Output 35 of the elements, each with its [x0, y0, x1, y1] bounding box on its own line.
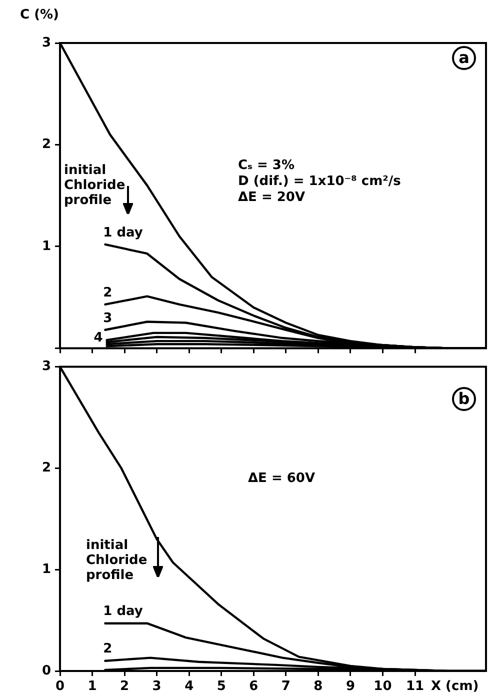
- x-tick-label: 8: [314, 679, 323, 694]
- x-tick-label: 11: [406, 679, 424, 694]
- annotation: D (dif.) = 1x10⁻⁸ cm²/s: [238, 174, 401, 189]
- annotation: initial Chloride profile: [64, 163, 126, 208]
- legend-label: 1 day: [103, 225, 144, 240]
- series-label: 1 day: [103, 604, 144, 620]
- x-tick-label: 1: [88, 679, 97, 694]
- x-axis-title: X (cm): [431, 678, 479, 694]
- x-tick-label: 5: [216, 679, 226, 694]
- y-tick-label: 3: [42, 359, 51, 374]
- y-tick-label: 2: [42, 137, 51, 152]
- x-tick-label: 3: [152, 679, 162, 694]
- x-tick-label: 9: [346, 679, 355, 694]
- annotation: a: [452, 46, 476, 70]
- annotation: Cₛ = 3%: [238, 158, 295, 173]
- annotation: ΔE = 20V: [238, 190, 306, 205]
- y-tick-label: 3: [42, 35, 51, 50]
- series-label: 3: [103, 310, 112, 326]
- x-tick-label: 0: [55, 679, 65, 694]
- y-axis-title: C (%): [20, 7, 59, 22]
- y-tick-label: 0: [42, 663, 51, 678]
- annotation: initial Chloride profile: [86, 538, 148, 583]
- series-label: 2: [103, 642, 112, 657]
- annotation: ΔE = 60V: [248, 471, 316, 486]
- series-label: 4: [94, 330, 103, 346]
- series-label: 2: [103, 285, 112, 300]
- annotation: b: [452, 387, 476, 411]
- x-tick-label: 6: [249, 679, 258, 694]
- x-tick-label: 10: [374, 679, 392, 694]
- y-tick-label: 2: [42, 460, 51, 476]
- y-tick-label: 1: [42, 238, 51, 254]
- x-tick-label: 4: [184, 679, 194, 694]
- x-tick-label: 7: [281, 679, 290, 694]
- x-tick-label: 2: [120, 679, 130, 694]
- y-tick-label: 1: [42, 562, 51, 577]
